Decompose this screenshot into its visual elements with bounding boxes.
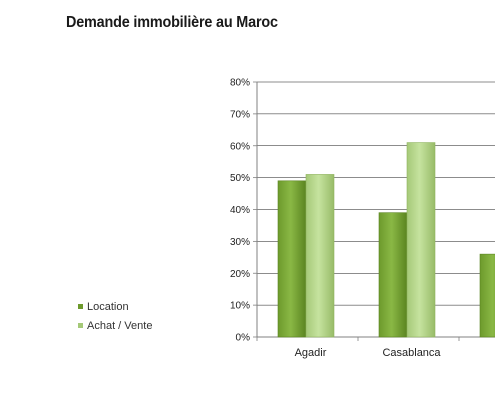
legend-label-location: Location: [87, 300, 129, 313]
legend-item-location: Location: [78, 298, 152, 315]
y-tick-label: 70%: [230, 109, 250, 120]
legend-label-achat-vente: Achat / Vente: [87, 319, 153, 332]
y-tick-label: 80%: [230, 78, 250, 89]
x-tick-label: Casablanca: [382, 347, 441, 359]
bars: [277, 142, 495, 338]
legend: Location Achat / Vente: [78, 298, 152, 336]
bar-location: [479, 253, 495, 338]
bar-achat-vente: [406, 142, 436, 338]
y-tick-label: 10%: [230, 301, 250, 312]
bar-location: [378, 212, 408, 338]
labels: 0% 10% 20% 30% 40% 50% 60% 70% 80% Agadir Casablan…: [230, 78, 441, 360]
x-tick-label: Agadir: [295, 347, 327, 359]
legend-swatch-achat-vente: [78, 323, 83, 328]
legend-item-achat-vente: Achat / Vente: [78, 317, 152, 334]
chart-title: Demande immobilière au Maroc: [66, 14, 278, 31]
legend-swatch-location: [78, 304, 83, 309]
y-tick-label: 60%: [230, 141, 250, 152]
grid-lines: [257, 81, 495, 306]
y-tick-label: 40%: [230, 205, 250, 216]
y-tick-label: 0%: [236, 333, 251, 344]
y-tick-label: 20%: [230, 269, 250, 280]
y-tick-label: 30%: [230, 237, 250, 248]
bar-location: [277, 180, 307, 338]
bar-achat-vente: [305, 174, 335, 338]
y-tick-label: 50%: [230, 173, 250, 184]
